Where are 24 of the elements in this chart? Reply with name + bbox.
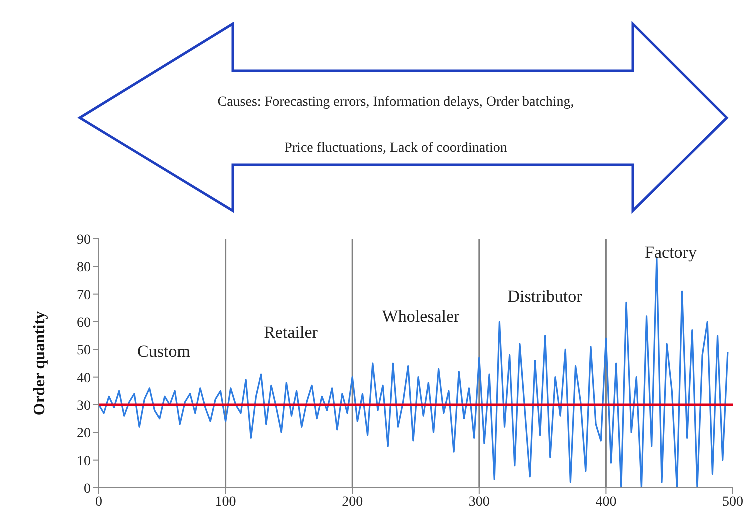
y-tick-label: 10 — [77, 454, 91, 470]
x-tick-label: 500 — [722, 494, 744, 510]
y-tick-label: 60 — [77, 316, 91, 331]
y-tick-label: 30 — [77, 398, 91, 414]
y-tick-label: 0 — [84, 482, 91, 497]
annotation: Custom — [138, 342, 190, 361]
y-tick-label: 90 — [77, 232, 91, 248]
y-tick-label: 80 — [77, 260, 91, 276]
y-tick-label: 50 — [77, 344, 91, 359]
annotation: Retailer — [264, 323, 318, 342]
annotation: Factory — [645, 243, 698, 262]
text: Price fluctuations, Lack of coordination — [284, 141, 508, 156]
x-tick-label: 100 — [215, 494, 236, 510]
text: Causes: Forecasting errors, Information delays, Order batching, — [218, 95, 574, 110]
annotation: Wholesaler — [382, 307, 460, 326]
y-tick-label: 40 — [77, 371, 91, 386]
annotation: Distributor — [508, 287, 583, 306]
y-axis-title: Order quantity — [32, 311, 49, 416]
x-tick-label: 400 — [596, 494, 617, 510]
x-tick-label: 0 — [96, 494, 102, 510]
y-tick-label: 70 — [77, 288, 91, 304]
y-tick-label: 20 — [77, 426, 91, 442]
x-tick-label: 200 — [342, 494, 364, 510]
x-tick-label: 300 — [468, 494, 490, 510]
